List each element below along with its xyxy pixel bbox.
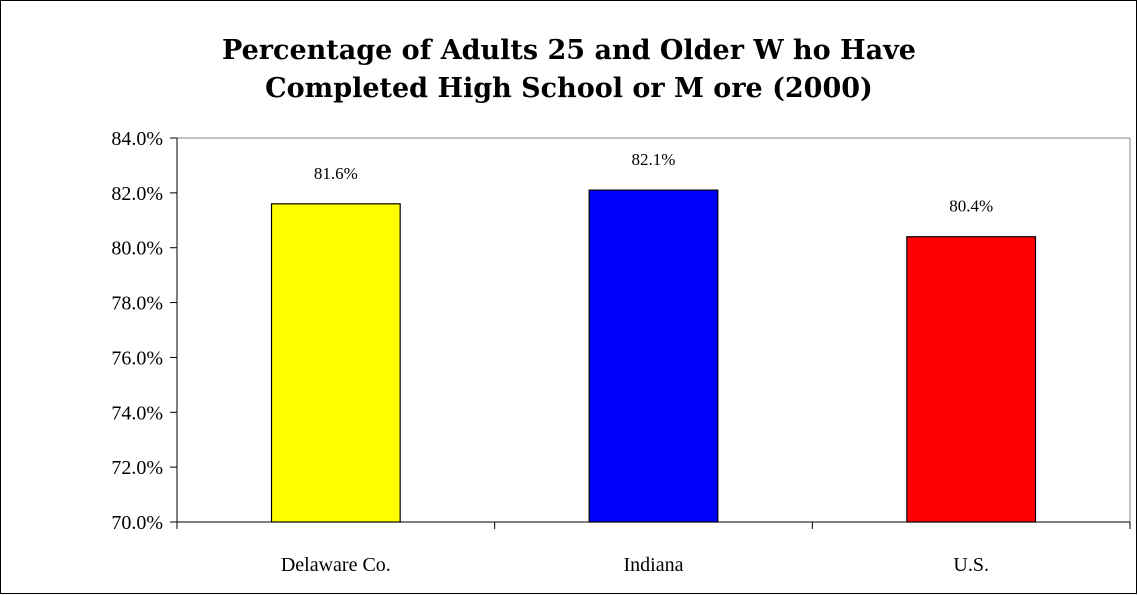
- bar: [270, 203, 401, 523]
- y-tick-label: 78.0%: [111, 293, 163, 315]
- y-tick-label: 70.0%: [111, 512, 163, 534]
- data-labels: 81.6% 82.1% 80.4%: [314, 150, 993, 216]
- chart-title: Percentage of Adults 25 and Older W ho H…: [0, 32, 1138, 108]
- x-category-label: Delaware Co.: [281, 554, 391, 576]
- x-axis: Delaware Co. Indiana U.S.: [176, 521, 1131, 576]
- x-category-label: Indiana: [624, 554, 684, 576]
- data-label: 81.6%: [314, 164, 358, 183]
- y-tick-label: 76.0%: [111, 347, 163, 369]
- y-tick-label: 74.0%: [111, 402, 163, 424]
- data-label: 82.1%: [632, 150, 676, 169]
- chart-title-line-1: Percentage of Adults 25 and Older W ho H…: [222, 35, 916, 66]
- bars: [270, 189, 1037, 523]
- y-tick-label: 80.0%: [111, 238, 163, 260]
- y-tick-label: 84.0%: [111, 128, 163, 150]
- bar: [588, 189, 719, 523]
- data-label: 80.4%: [949, 197, 993, 216]
- x-category-label: U.S.: [953, 554, 989, 576]
- y-tick-label: 82.0%: [111, 183, 163, 205]
- y-axis: 70.0% 72.0% 74.0% 76.0% 78.0% 80.0% 82.0% 84.0%: [111, 128, 178, 534]
- y-tick-label: 72.0%: [111, 457, 163, 479]
- chart-title-line-2: Completed High School or M ore (2000): [265, 73, 873, 104]
- bar: [906, 236, 1037, 523]
